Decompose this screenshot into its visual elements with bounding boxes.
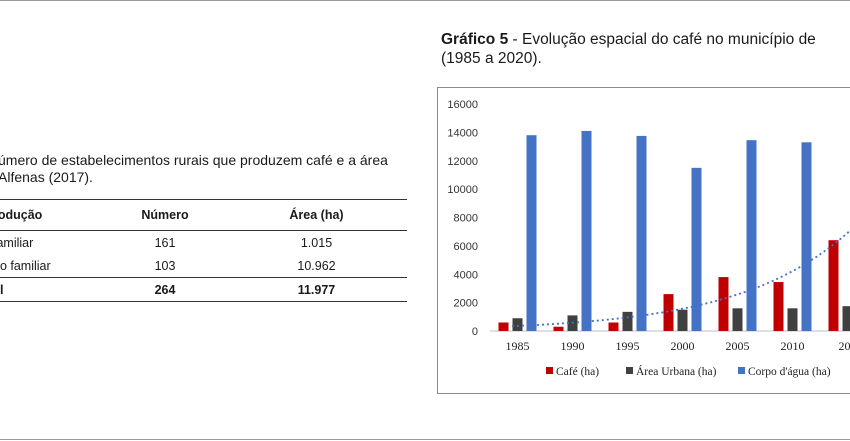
total-area: 11.977 — [226, 277, 407, 302]
row-number: 103 — [154, 258, 176, 273]
x-tick-label: 1985 — [506, 339, 530, 353]
bar — [553, 326, 564, 331]
chart-container: 0 2000 4000 6000 8000 10000 12000 14000 16000 198… — [437, 87, 850, 394]
coffee-bar-chart: 0 2000 4000 6000 8000 10000 12000 14000 16000 198… — [447, 99, 850, 378]
total-number: 264 — [104, 277, 226, 302]
table-row: ão familiar 103 10.962 — [0, 254, 407, 278]
header-area: Área (ha) — [226, 199, 407, 231]
y-tick-label: 16000 — [447, 99, 478, 111]
table-row: familiar 161 1.015 — [0, 231, 407, 255]
table-header-row: rodução Número Área (ha) — [0, 199, 407, 231]
top-divider — [0, 0, 850, 1]
bar — [828, 240, 839, 331]
y-tick-label: 0 — [472, 326, 478, 338]
bar — [773, 282, 784, 331]
bar — [677, 309, 688, 331]
bar — [787, 308, 798, 331]
x-tick-label: 2010 — [781, 339, 805, 353]
x-tick-label: 2000 — [671, 339, 695, 353]
legend-swatch — [626, 367, 633, 374]
x-tick-label: 2005 — [726, 339, 750, 353]
bar — [691, 167, 702, 331]
bar — [732, 308, 743, 331]
bottom-divider — [0, 439, 850, 440]
bar — [842, 306, 850, 331]
row-type: ão familiar — [0, 258, 51, 273]
bar — [512, 318, 523, 331]
row-area: 1.015 — [300, 235, 333, 250]
table-caption-line2: Alfenas (2017). — [0, 169, 93, 185]
total-label: al — [0, 277, 104, 302]
x-tick-label: 201 — [839, 339, 850, 353]
y-tick-label: 10000 — [447, 184, 478, 196]
row-number: 161 — [154, 235, 176, 250]
bar — [581, 130, 592, 331]
y-tick-label: 6000 — [454, 241, 478, 253]
bar — [498, 322, 509, 331]
table-caption: úmero de estabelecimentos rurais que pro… — [0, 152, 418, 186]
trendline — [511, 229, 850, 328]
bar — [746, 140, 757, 331]
bar — [608, 322, 619, 331]
table-total-row: al 264 11.977 — [0, 277, 407, 302]
bar — [663, 294, 674, 331]
chart-title-number: Gráfico 5 — [441, 31, 509, 48]
legend-swatch — [546, 367, 553, 374]
chart-title: Gráfico 5 - Evolução espacial do café no… — [441, 30, 850, 68]
bar — [526, 135, 537, 331]
bar — [801, 142, 812, 331]
legend-label: Café (ha) — [556, 366, 599, 378]
row-area: 10.962 — [297, 258, 336, 273]
table-caption-line1: úmero de estabelecimentos rurais que pro… — [0, 152, 388, 168]
y-tick-label: 8000 — [454, 213, 478, 225]
coffee-establishments-table: rodução Número Área (ha) familiar 161 1.… — [0, 199, 407, 302]
chart-title-line2: (1985 a 2020). — [441, 50, 542, 67]
x-tick-label: 1990 — [561, 339, 585, 353]
y-tick-label: 4000 — [454, 269, 478, 281]
chart-title-text: - Evolução espacial do café no município… — [508, 31, 816, 48]
legend-swatch — [738, 367, 745, 374]
y-tick-label: 14000 — [447, 127, 478, 139]
bar — [622, 311, 633, 331]
bar — [718, 277, 729, 331]
y-tick-label: 12000 — [447, 156, 478, 168]
x-tick-label: 1995 — [616, 339, 640, 353]
legend-label: Corpo d'água (ha) — [748, 366, 831, 378]
y-tick-label: 2000 — [454, 298, 478, 310]
header-number: Número — [104, 199, 226, 231]
row-type: familiar — [0, 235, 34, 250]
header-production: rodução — [0, 199, 104, 231]
legend-label: Área Urbana (ha) — [636, 364, 717, 378]
bar — [636, 135, 647, 331]
